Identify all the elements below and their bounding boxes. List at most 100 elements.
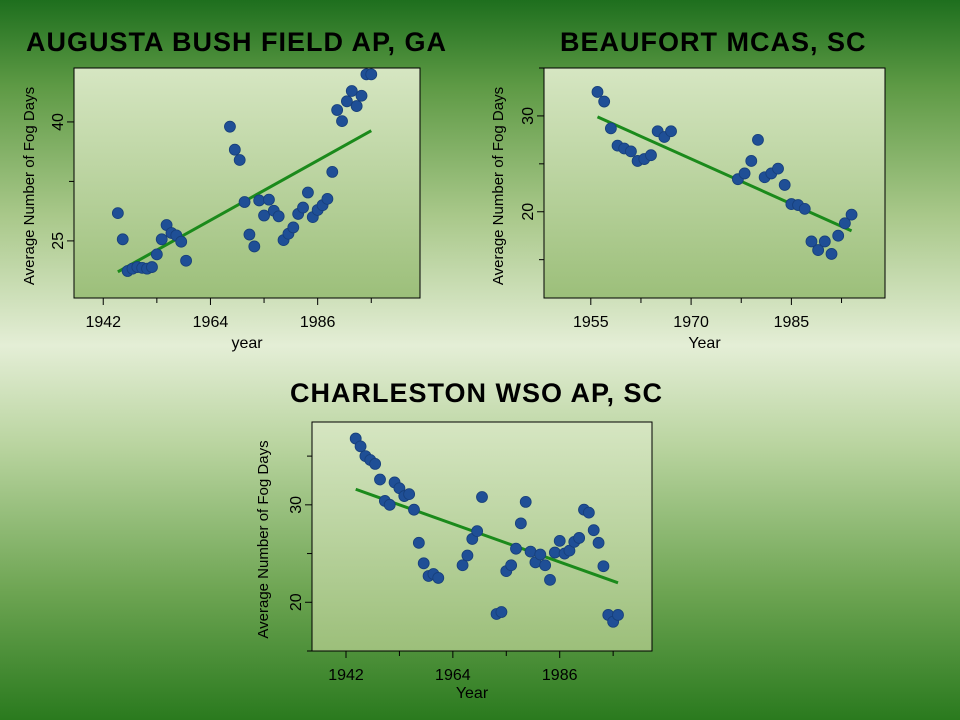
data-point (805, 235, 818, 248)
data-point (514, 517, 527, 530)
y-tick-label: 20 (288, 593, 305, 611)
data-point (832, 229, 845, 242)
data-point (263, 193, 275, 206)
data-point (155, 233, 168, 246)
data-point (752, 133, 764, 146)
x-tick-label: 1964 (193, 314, 229, 331)
plot-area (73, 67, 421, 299)
data-point (369, 458, 382, 470)
data-point (258, 209, 270, 222)
chart-title: BEAUFORT MCAS, SC (560, 27, 867, 57)
data-point (146, 261, 158, 273)
data-point (408, 503, 420, 516)
data-point (175, 235, 188, 248)
data-point (612, 609, 624, 621)
y-tick-label: 30 (288, 496, 305, 514)
chart-0: 25 40 1942 1964 1986 year Average Number of Fo… (21, 67, 421, 352)
data-point (354, 440, 367, 453)
data-point (665, 125, 677, 138)
data-point (150, 248, 163, 261)
data-point (417, 557, 430, 570)
data-point (772, 162, 784, 175)
x-axis-label: year (231, 335, 263, 352)
y-tick-label: 40 (50, 113, 67, 131)
data-point (345, 85, 358, 97)
data-point (591, 86, 604, 98)
data-point (534, 548, 547, 561)
y-axis-label: Average Number of Fog Days (255, 440, 272, 638)
y-axis-label: Average Number of Fog Days (490, 87, 507, 285)
data-point (224, 120, 236, 133)
data-point (524, 545, 537, 558)
data-point (471, 525, 484, 538)
data-point (597, 560, 610, 573)
data-point (505, 559, 518, 572)
data-point (302, 186, 314, 199)
data-point (432, 572, 445, 584)
data-point (745, 155, 758, 167)
data-point (233, 154, 246, 166)
data-point (272, 210, 285, 223)
data-point (116, 233, 129, 246)
y-tick-label: 25 (50, 232, 67, 250)
y-tick-label: 20 (520, 203, 537, 221)
y-tick-label: 30 (520, 107, 537, 125)
x-tick-label: 1955 (573, 314, 609, 331)
data-point (243, 228, 256, 241)
data-point (553, 534, 566, 547)
data-point (587, 524, 600, 537)
x-tick-label: 1970 (673, 314, 709, 331)
x-tick-label: 1985 (774, 314, 810, 331)
data-point (350, 100, 363, 112)
data-point (341, 95, 353, 108)
data-point (321, 192, 334, 205)
data-point (573, 532, 586, 544)
data-point (510, 542, 522, 555)
data-point (798, 202, 811, 215)
data-point (326, 165, 339, 178)
chart-title: AUGUSTA BUSH FIELD AP, GA (26, 27, 448, 57)
data-point (845, 208, 858, 221)
x-axis-label: Year (456, 685, 489, 702)
data-point (476, 491, 488, 503)
data-point (495, 606, 508, 618)
data-point (297, 201, 309, 214)
data-point (598, 95, 611, 108)
x-tick-label: 1942 (85, 314, 121, 331)
data-point (111, 207, 124, 220)
data-point (544, 573, 556, 586)
data-point (582, 506, 595, 519)
x-axis-label: Year (688, 335, 721, 352)
data-point (738, 167, 751, 180)
data-point (838, 217, 851, 230)
x-tick-label: 1986 (542, 667, 578, 684)
data-point (548, 546, 561, 559)
data-point (228, 143, 241, 156)
data-point (403, 488, 416, 501)
data-point (825, 248, 838, 260)
data-point (412, 536, 425, 549)
data-point (336, 115, 348, 128)
data-point (778, 179, 791, 191)
data-point (287, 221, 300, 234)
trend-line (355, 487, 619, 585)
data-point (248, 240, 261, 253)
data-point (355, 89, 368, 102)
x-tick-label: 1964 (435, 667, 471, 684)
x-tick-label: 1942 (328, 667, 364, 684)
data-point (461, 549, 474, 562)
data-point (592, 536, 605, 549)
data-point (253, 194, 266, 207)
data-point (818, 235, 831, 248)
data-point (456, 559, 469, 572)
data-point (625, 145, 637, 158)
data-point (519, 496, 532, 508)
data-point (365, 68, 378, 81)
y-axis-label: Average Number of Fog Days (21, 87, 38, 285)
data-point (180, 254, 192, 267)
chart-2: 20 30 1942 1964 1986 Year Average Number of Fo… (255, 421, 653, 702)
data-point (539, 559, 552, 572)
chart-1: 20 30 1955 1970 1985 Year Average Number of Fo… (490, 67, 886, 352)
data-point (331, 104, 344, 116)
